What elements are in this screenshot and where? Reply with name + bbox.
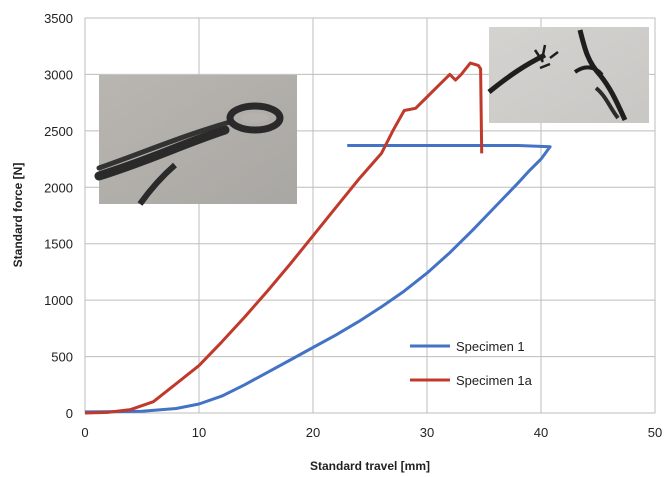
series-line-specimen-1a: [84, 61, 484, 415]
y-tick-label: 0: [66, 406, 73, 421]
y-tick-label: 3500: [44, 11, 73, 26]
x-tick-label: 40: [534, 425, 548, 440]
y-tick-label: 500: [51, 350, 73, 365]
grid: [84, 17, 656, 414]
specimen-loop-photo: [94, 75, 297, 206]
x-tick-label: 10: [192, 425, 206, 440]
x-tick-label: 50: [648, 425, 662, 440]
broken-specimen-photo: [487, 27, 649, 123]
x-tick-label: 20: [306, 425, 320, 440]
y-tick-label: 1500: [44, 237, 73, 252]
y-tick-label: 3000: [44, 67, 73, 82]
x-tick-label: 30: [420, 425, 434, 440]
legend-label-specimen-1a: Specimen 1a: [456, 373, 533, 388]
series-line-specimen-1: [84, 144, 552, 414]
y-axis-label: Standard force [N]: [11, 163, 25, 268]
y-tick-label: 2000: [44, 180, 73, 195]
series-lines: [84, 61, 552, 415]
legend-label-specimen-1: Specimen 1: [456, 339, 525, 354]
y-tick-label: 1000: [44, 293, 73, 308]
x-axis-label: Standard travel [mm]: [310, 459, 430, 473]
x-tick-label: 0: [81, 425, 88, 440]
y-tick-label: 2500: [44, 124, 73, 139]
legend: Specimen 1 Specimen 1a: [410, 339, 533, 388]
